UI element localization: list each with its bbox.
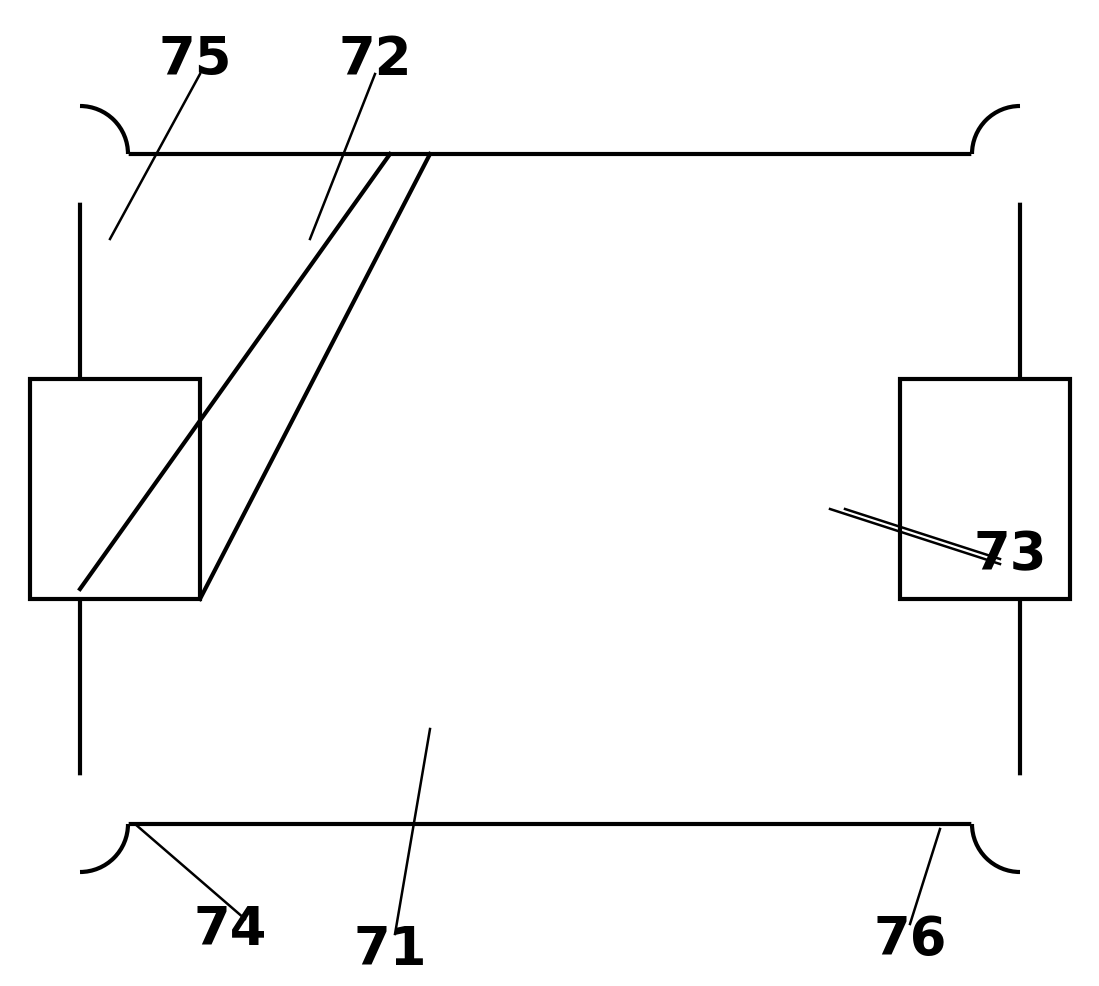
Circle shape <box>972 106 1068 203</box>
Circle shape <box>32 776 127 872</box>
Circle shape <box>32 106 127 203</box>
Bar <box>900 380 1070 599</box>
Text: 75: 75 <box>158 34 232 86</box>
Text: 71: 71 <box>353 923 426 975</box>
Text: 76: 76 <box>874 913 946 965</box>
Text: 72: 72 <box>338 34 412 86</box>
Text: 73: 73 <box>974 528 1046 581</box>
Bar <box>80 155 1020 824</box>
Bar <box>30 380 200 599</box>
Text: 74: 74 <box>193 903 267 955</box>
Circle shape <box>972 776 1068 872</box>
